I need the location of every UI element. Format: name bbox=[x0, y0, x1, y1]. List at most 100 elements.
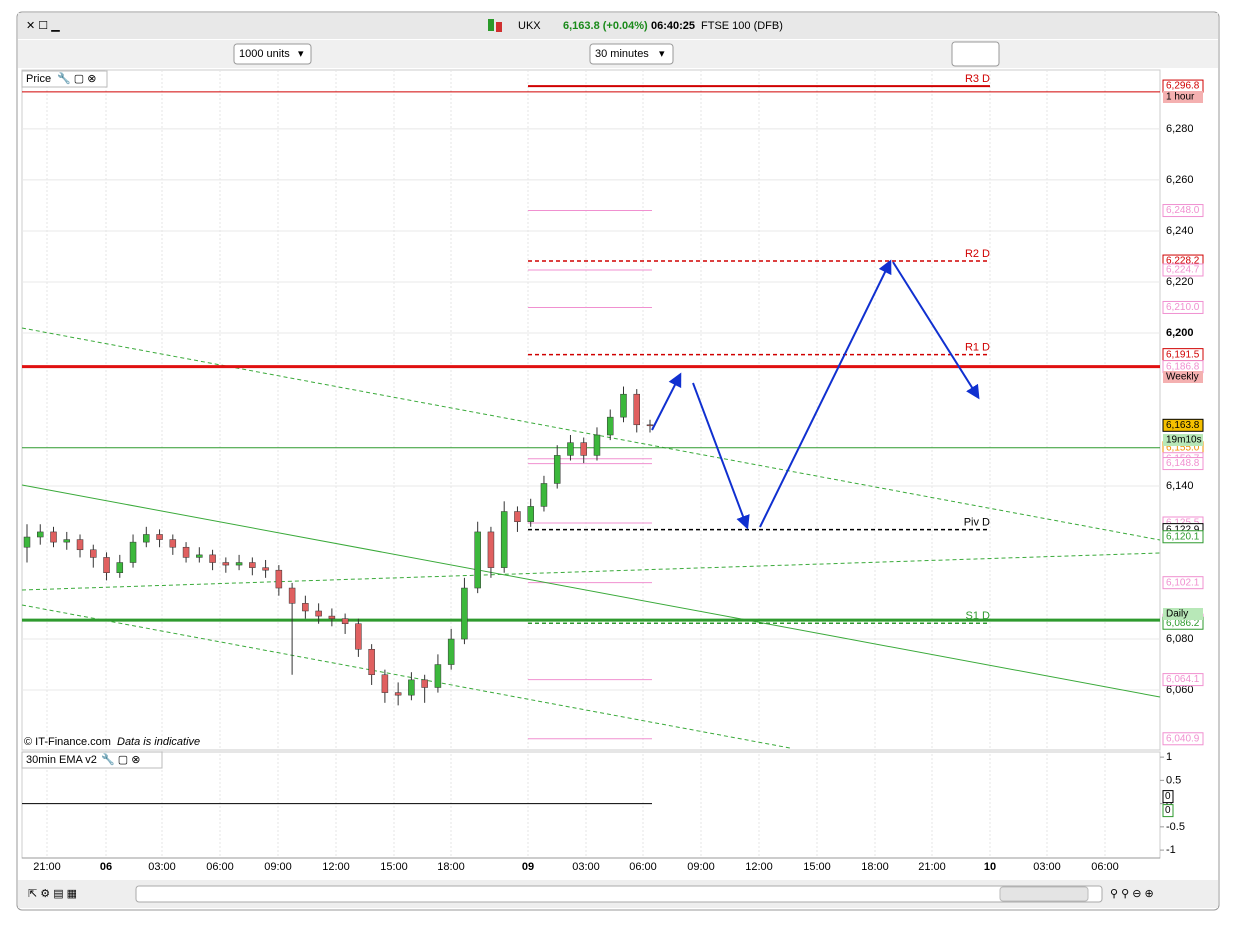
candle-body bbox=[196, 554, 203, 558]
time-label: 06:00 bbox=[629, 861, 657, 873]
trend-line bbox=[21, 552, 1161, 591]
candle-body bbox=[593, 434, 601, 456]
price-tag bbox=[1162, 732, 1204, 746]
y-tick-label: 1 bbox=[1166, 751, 1172, 763]
drawing-tools[interactable] bbox=[951, 41, 1000, 67]
candle-body bbox=[262, 567, 269, 571]
time-label: 03:00 bbox=[148, 861, 176, 873]
candle-body bbox=[315, 610, 322, 617]
candle-body bbox=[116, 562, 124, 573]
candle-body bbox=[487, 531, 495, 568]
drawn-arrow bbox=[759, 259, 892, 528]
ema-tag bbox=[1162, 790, 1174, 804]
candle-body bbox=[514, 511, 521, 522]
candle-body bbox=[50, 531, 57, 543]
candle-body bbox=[421, 679, 428, 688]
interval-select[interactable] bbox=[589, 43, 674, 65]
candle-body bbox=[288, 587, 296, 604]
y-tick-label: -0.5 bbox=[1166, 821, 1185, 833]
trend-line bbox=[21, 484, 1161, 698]
candle-body bbox=[567, 442, 574, 456]
time-label: 15:00 bbox=[803, 861, 831, 873]
time-label: 06 bbox=[100, 861, 112, 873]
price-tag-label: 6,155.0 bbox=[1166, 442, 1200, 453]
price-tag bbox=[1162, 576, 1204, 590]
y-tick-label: 6,140 bbox=[1166, 480, 1194, 492]
price-tag-label: 6,102.1 bbox=[1166, 577, 1200, 588]
panel-buttons[interactable]: 🔧 ▢ ⊗ bbox=[57, 71, 96, 85]
candle-body bbox=[222, 562, 230, 566]
time-label: 03:00 bbox=[1033, 861, 1061, 873]
axis-note bbox=[1163, 434, 1203, 446]
y-tick-label: -1 bbox=[1166, 844, 1176, 856]
candle-body bbox=[90, 549, 97, 558]
size-value: 1000 units bbox=[239, 48, 290, 60]
candle-body bbox=[633, 393, 640, 426]
axis-note-label: Weekly bbox=[1166, 372, 1199, 383]
candle-body bbox=[646, 424, 654, 427]
y-tick-label: 0.5 bbox=[1166, 774, 1181, 786]
zoom-icons[interactable]: ⚲ ⚲ ⊖ ⊕ bbox=[1110, 888, 1154, 900]
price-tag-label: 6,248.0 bbox=[1166, 205, 1200, 216]
price-tag bbox=[1162, 673, 1204, 687]
candle-body bbox=[527, 506, 534, 522]
pivot-label: R1 D bbox=[965, 342, 990, 354]
price-tag bbox=[1162, 263, 1204, 277]
candle-body bbox=[341, 618, 349, 624]
time-label: 12:00 bbox=[322, 861, 350, 873]
candle-body bbox=[249, 562, 256, 568]
price-tag-label: 6,122.9 bbox=[1166, 524, 1200, 535]
time-label: 12:00 bbox=[745, 861, 773, 873]
window-buttons[interactable]: ✕ ☐ ▁ bbox=[26, 20, 60, 32]
candle-body bbox=[103, 557, 110, 573]
axis-note bbox=[1163, 371, 1203, 383]
caret: ▾ bbox=[659, 48, 665, 60]
price-tag-label: 6,210.0 bbox=[1166, 302, 1200, 313]
pivot-label: S1 D bbox=[966, 610, 991, 622]
price-tag-label: 6,186.8 bbox=[1166, 361, 1200, 372]
price-tag-label: 6,228.2 bbox=[1166, 256, 1200, 267]
drawn-arrow bbox=[692, 382, 750, 530]
candle-body bbox=[129, 541, 137, 563]
credit: © IT-Finance.com bbox=[24, 736, 111, 748]
y-tick-label: 6,240 bbox=[1166, 225, 1194, 237]
candle-body bbox=[63, 539, 71, 543]
time-label: 03:00 bbox=[572, 861, 600, 873]
scroll-thumb[interactable] bbox=[999, 886, 1089, 902]
candle-body bbox=[580, 442, 587, 456]
quote: 6,163.8 (+0.04%) bbox=[563, 20, 648, 32]
panel-title: Price bbox=[26, 73, 51, 85]
panel-buttons[interactable]: 🔧 ▢ ⊗ bbox=[101, 752, 140, 766]
candle-body bbox=[23, 536, 31, 548]
note: Data is indicative bbox=[117, 736, 200, 748]
time-label: 21:00 bbox=[918, 861, 946, 873]
candle-body bbox=[355, 623, 362, 650]
candle-body bbox=[328, 615, 336, 619]
price-tag bbox=[1162, 418, 1204, 432]
candle-body bbox=[540, 483, 548, 507]
market: FTSE 100 (DFB) bbox=[701, 20, 783, 32]
y-tick-label: 6,280 bbox=[1166, 123, 1194, 135]
y-tick-label: 6,260 bbox=[1166, 174, 1194, 186]
price-tag-label: 6,163.8 bbox=[1166, 420, 1200, 431]
candle-body bbox=[500, 511, 508, 568]
candle-body bbox=[37, 531, 44, 538]
scrollbar[interactable] bbox=[135, 885, 1103, 903]
candle-body bbox=[156, 534, 163, 540]
size-select[interactable] bbox=[233, 43, 312, 65]
panel-header bbox=[21, 70, 108, 88]
panel-title: 30min EMA v2 bbox=[26, 754, 97, 766]
ema-tag-label: 0 bbox=[1165, 791, 1171, 802]
time-label: 21:00 bbox=[33, 861, 61, 873]
time-label: 18:00 bbox=[861, 861, 889, 873]
tool-icons[interactable]: ⇱ ⚙ ▤ ▦ bbox=[28, 888, 77, 900]
candle-body bbox=[209, 554, 216, 563]
interval-value: 30 minutes bbox=[595, 48, 649, 60]
axis-note bbox=[1163, 91, 1203, 103]
time-label: 15:00 bbox=[380, 861, 408, 873]
y-tick-label: 6,080 bbox=[1166, 633, 1194, 645]
drawn-arrow bbox=[892, 261, 980, 400]
caret: ▾ bbox=[298, 48, 304, 60]
pivot-label: R2 D bbox=[965, 248, 990, 260]
